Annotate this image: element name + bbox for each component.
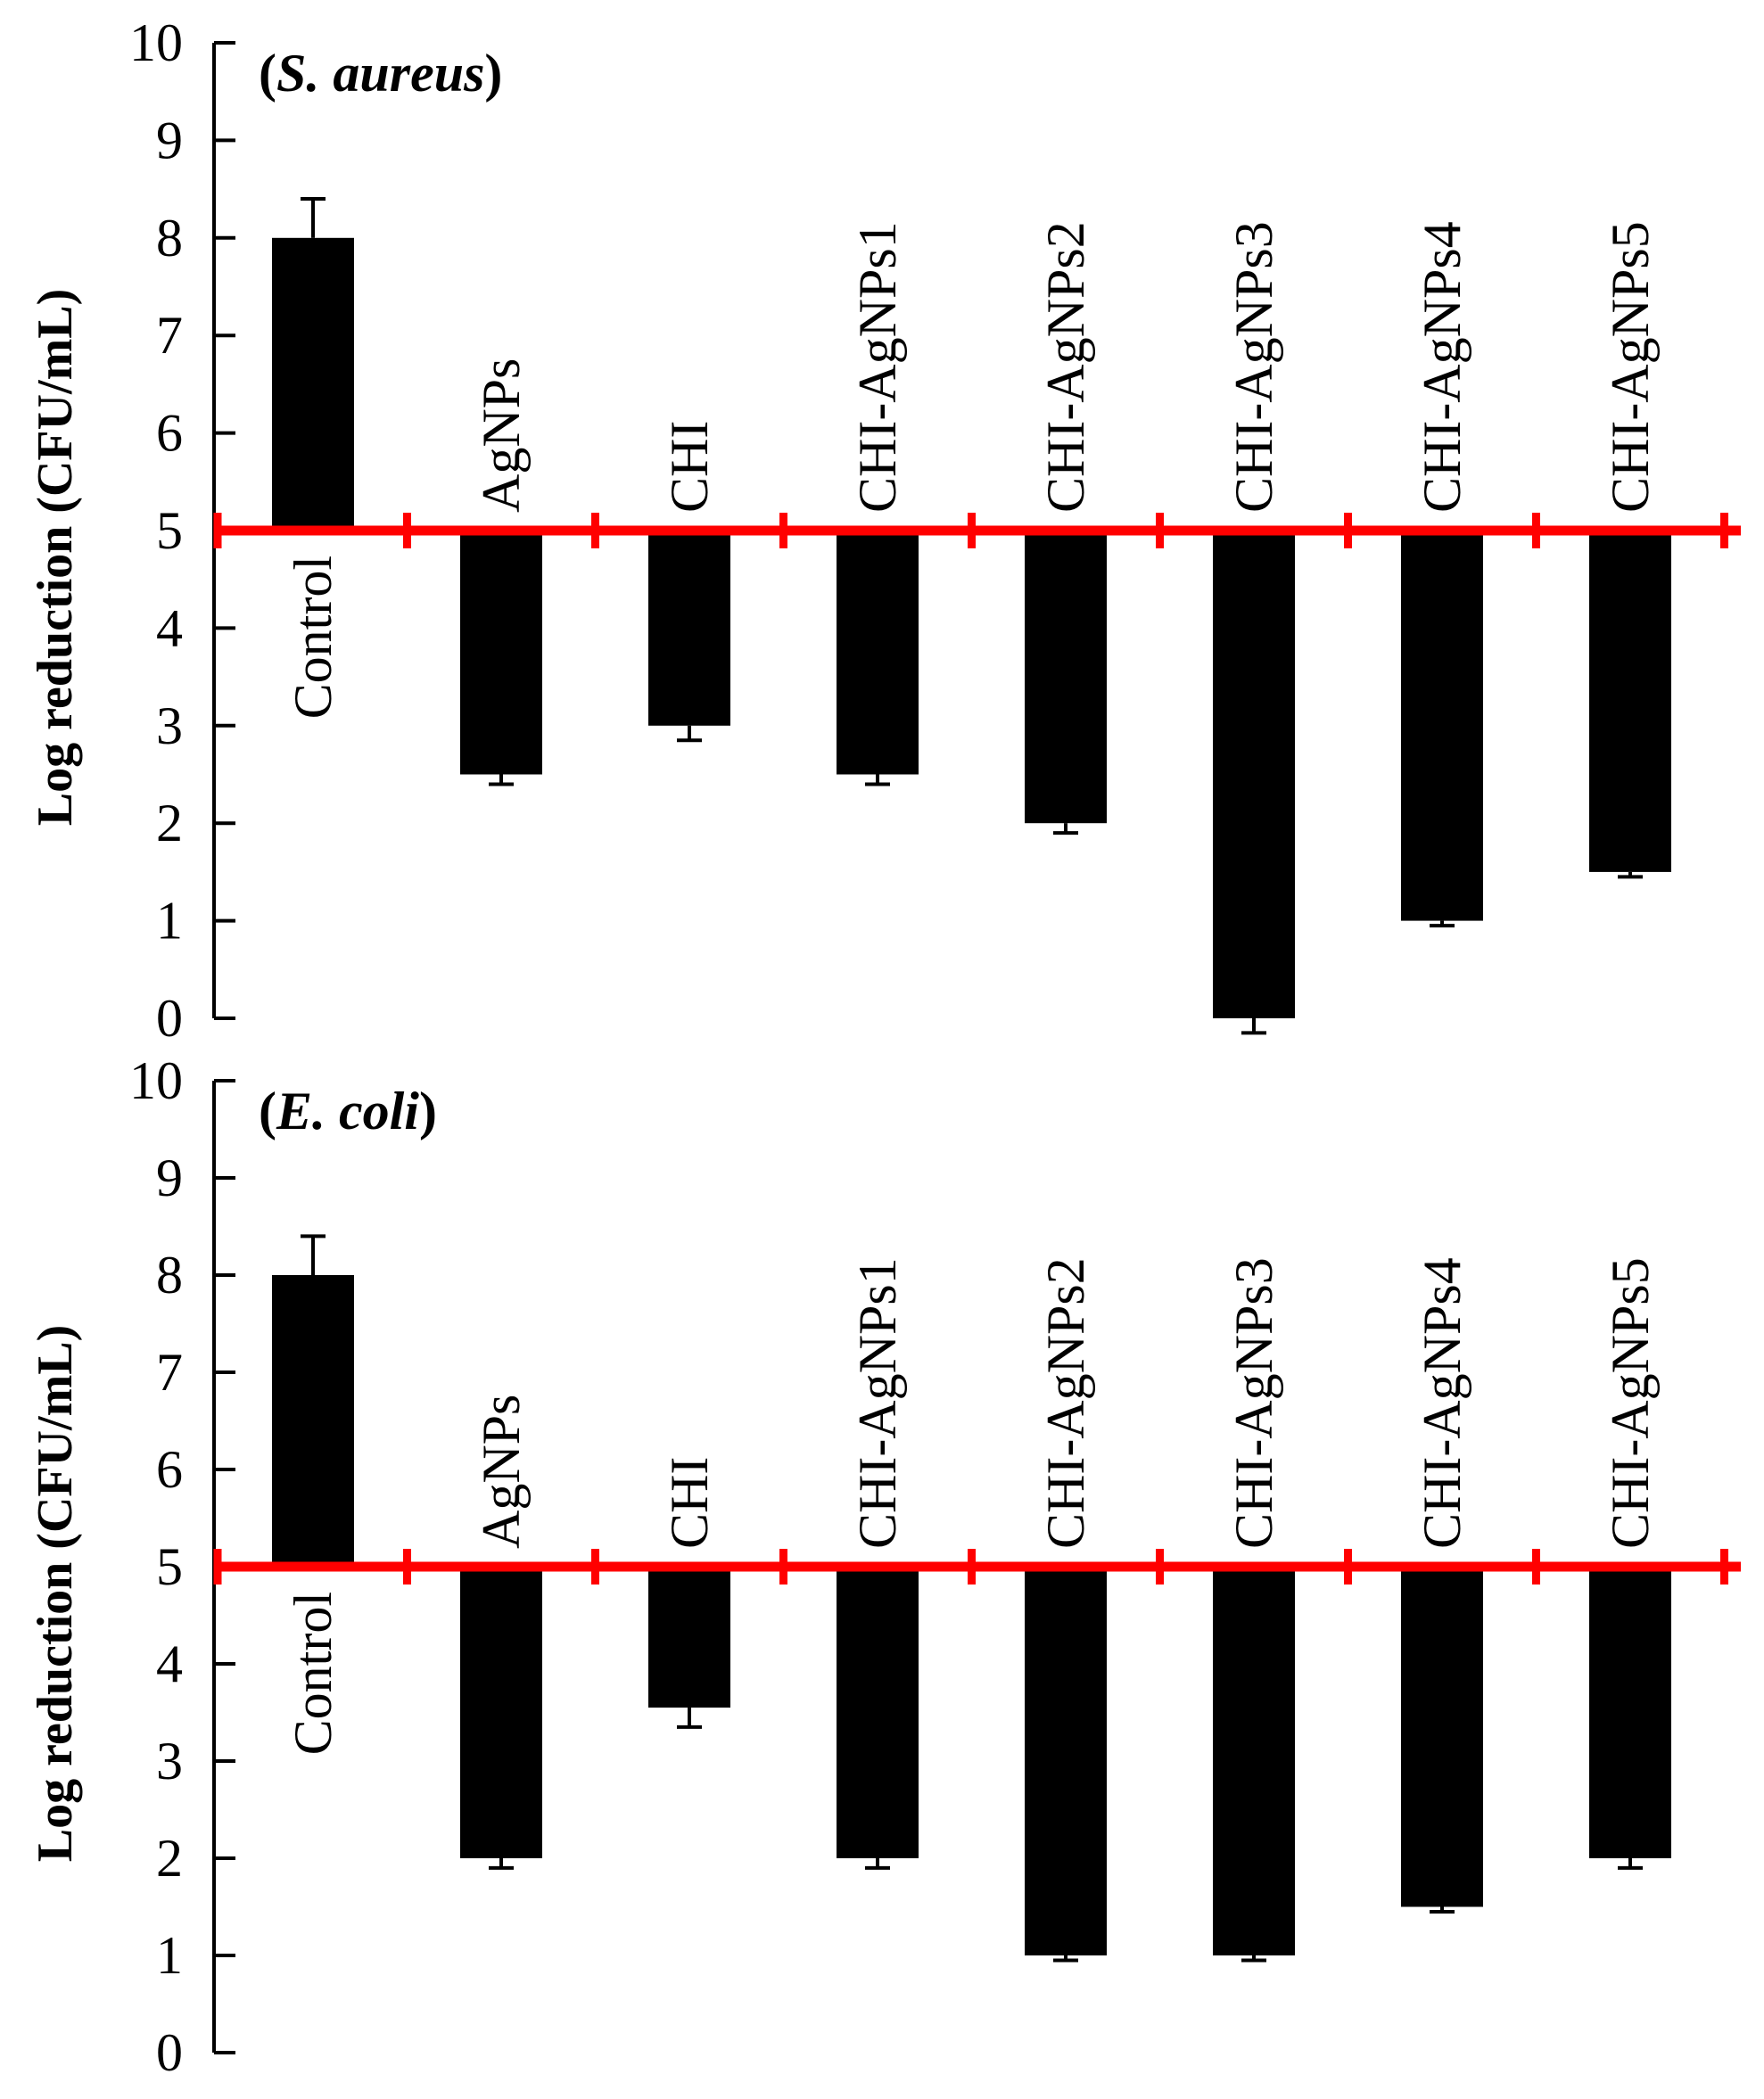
y-tick-label: 6 [156, 404, 183, 463]
panel-title: (E. coli) [259, 1082, 437, 1140]
bar [1025, 1567, 1107, 1955]
y-tick-label: 0 [156, 2023, 183, 2082]
bar [1401, 531, 1483, 921]
y-tick-label: 3 [156, 1732, 183, 1790]
panel-title: (S. aureus) [259, 44, 502, 103]
category-label: CHI [660, 421, 719, 513]
category-label: CHI-AgNPs4 [1413, 1257, 1471, 1549]
y-tick-label: 1 [156, 1926, 183, 1985]
category-label: CHI-AgNPs3 [1224, 221, 1283, 513]
title-paren-open: ( [259, 1082, 276, 1140]
y-tick-label: 2 [156, 1829, 183, 1888]
category-label: AgNPs [472, 1395, 531, 1549]
title-paren-close: ) [484, 44, 502, 103]
category-label: CHI-AgNPs5 [1601, 221, 1660, 513]
category-label: CHI-AgNPs1 [848, 1257, 907, 1549]
y-tick-label: 2 [156, 794, 183, 852]
category-label: CHI-AgNPs2 [1036, 221, 1095, 513]
y-tick-label: 9 [156, 1148, 183, 1207]
category-label: CHI-AgNPs2 [1036, 1257, 1095, 1549]
bar [837, 531, 919, 775]
category-label: CHI-AgNPs5 [1601, 1257, 1660, 1549]
y-tick-label: 7 [156, 1343, 183, 1402]
category-label: CHI-AgNPs1 [848, 221, 907, 513]
category-label: Control [284, 556, 342, 719]
bar [460, 1567, 542, 1858]
y-tick-label: 8 [156, 1246, 183, 1305]
y-tick-label: 5 [156, 1537, 183, 1596]
y-axis-title: Log reduction (CFU/mL) [28, 289, 83, 827]
y-tick-label: 9 [156, 111, 183, 169]
y-tick-label: 8 [156, 209, 183, 268]
y-tick-label: 3 [156, 696, 183, 755]
y-tick-label: 10 [129, 1051, 183, 1110]
y-tick-label: 4 [156, 598, 183, 657]
category-label: Control [284, 1592, 342, 1755]
title-paren-close: ) [419, 1082, 437, 1140]
y-tick-label: 0 [156, 989, 183, 1048]
title-organism: S. aureus [276, 44, 484, 103]
bar [1213, 1567, 1295, 1955]
category-label: CHI-AgNPs4 [1413, 221, 1471, 513]
y-tick-label: 10 [129, 13, 183, 72]
chart-panel-2: 0 1 2 3 4 5 6 7 8 9 10 Log reduction (CFU/mL) (E. co… [28, 1051, 1741, 2082]
title-organism: E. coli [276, 1082, 419, 1140]
bar [272, 1275, 354, 1567]
y-tick-label: 4 [156, 1634, 183, 1693]
y-tick-label: 7 [156, 306, 183, 365]
bar [1401, 1567, 1483, 1907]
bar [1589, 1567, 1671, 1858]
bar [837, 1567, 919, 1858]
bar [648, 1567, 730, 1708]
bar [1213, 531, 1295, 1018]
y-tick-label: 6 [156, 1440, 183, 1499]
y-tick-label: 5 [156, 501, 183, 560]
category-label: CHI [660, 1457, 719, 1549]
chart-panel-1: 0 1 2 3 4 5 6 7 8 9 10 Log reduction (CFU/mL) (S. au… [28, 13, 1741, 1048]
bar [1589, 531, 1671, 872]
bar [1025, 531, 1107, 824]
bar [272, 237, 354, 531]
title-paren-open: ( [259, 44, 276, 103]
bar [460, 531, 542, 775]
y-tick-label: 1 [156, 892, 183, 951]
category-label: CHI-AgNPs3 [1224, 1257, 1283, 1549]
bar [648, 531, 730, 726]
y-axis-title: Log reduction (CFU/mL) [28, 1325, 83, 1863]
category-label: AgNPs [472, 358, 531, 513]
